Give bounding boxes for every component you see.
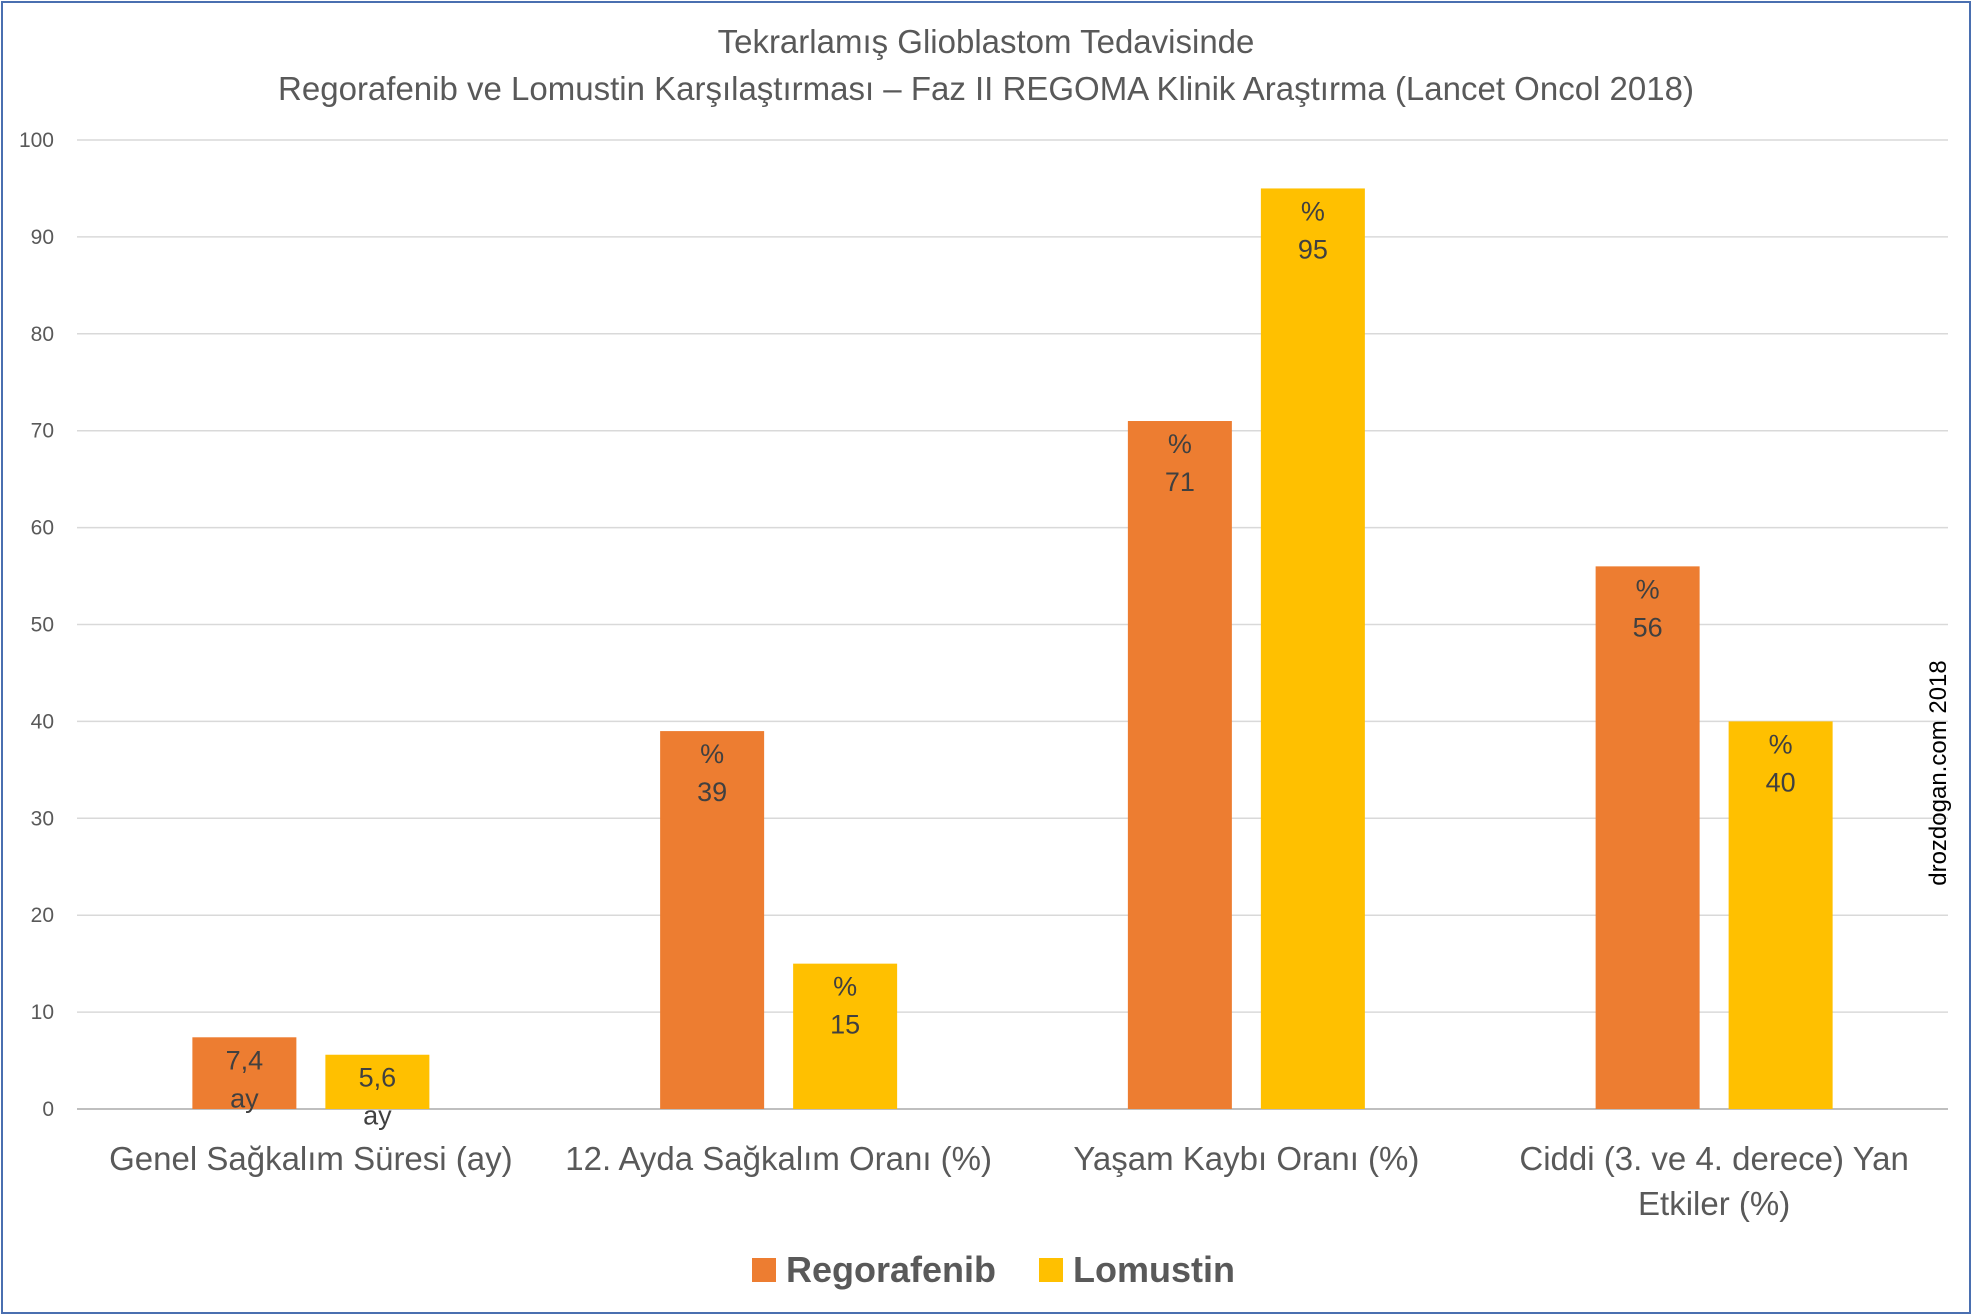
bar <box>1728 721 1833 1109</box>
data-label: 40 <box>1766 767 1796 797</box>
y-tick-label: 0 <box>42 1098 54 1121</box>
x-tick-label: Ciddi (3. ve 4. derece) Yan <box>1519 1140 1909 1177</box>
legend-swatch <box>752 1258 776 1282</box>
data-label: 71 <box>1165 467 1195 497</box>
data-label: 56 <box>1633 612 1663 642</box>
x-tick-label: Genel Sağkalım Süresi (ay) <box>109 1140 513 1177</box>
y-tick-label: 90 <box>31 226 54 249</box>
x-tick-label: 12. Ayda Sağkalım Oranı (%) <box>565 1140 992 1177</box>
legend-swatch <box>1039 1258 1063 1282</box>
y-tick-label: 50 <box>31 614 54 637</box>
y-tick-label: 30 <box>31 807 54 830</box>
bar <box>1595 566 1700 1109</box>
y-tick-label: 100 <box>19 129 54 152</box>
chart-title-line: Tekrarlamış Glioblastom Tedavisinde <box>718 23 1255 60</box>
bar <box>192 1037 297 1109</box>
data-label: ay <box>230 1083 259 1113</box>
data-label: % <box>700 739 724 769</box>
data-label: % <box>1636 574 1660 604</box>
x-tick-label: Yaşam Kaybı Oranı (%) <box>1073 1140 1419 1177</box>
data-label: 5,6 <box>359 1063 397 1093</box>
y-tick-label: 70 <box>31 420 54 443</box>
watermark-text: drozdogan.com 2018 <box>1925 660 1952 886</box>
legend-label: Regorafenib <box>786 1249 996 1290</box>
bar <box>325 1054 430 1109</box>
y-tick-label: 60 <box>31 517 54 540</box>
data-label: % <box>1301 196 1325 226</box>
bar <box>1260 188 1365 1109</box>
data-label: % <box>833 972 857 1002</box>
bar <box>1127 421 1232 1109</box>
data-label: ay <box>363 1101 392 1131</box>
y-tick-label: 10 <box>31 1001 54 1024</box>
y-tick-label: 40 <box>31 710 54 733</box>
data-label: 39 <box>697 777 727 807</box>
chart-title-line: Regorafenib ve Lomustin Karşılaştırması … <box>278 70 1694 107</box>
bar <box>660 731 765 1109</box>
y-tick-label: 20 <box>31 904 54 927</box>
data-label: % <box>1168 429 1192 459</box>
data-label: 95 <box>1298 234 1328 264</box>
bar <box>793 963 898 1109</box>
y-tick-label: 80 <box>31 323 54 346</box>
data-label: % <box>1769 729 1793 759</box>
legend-label: Lomustin <box>1073 1249 1235 1290</box>
data-label: 7,4 <box>226 1045 264 1075</box>
data-label: 15 <box>830 1010 860 1040</box>
x-tick-label: Etkiler (%) <box>1638 1185 1790 1222</box>
